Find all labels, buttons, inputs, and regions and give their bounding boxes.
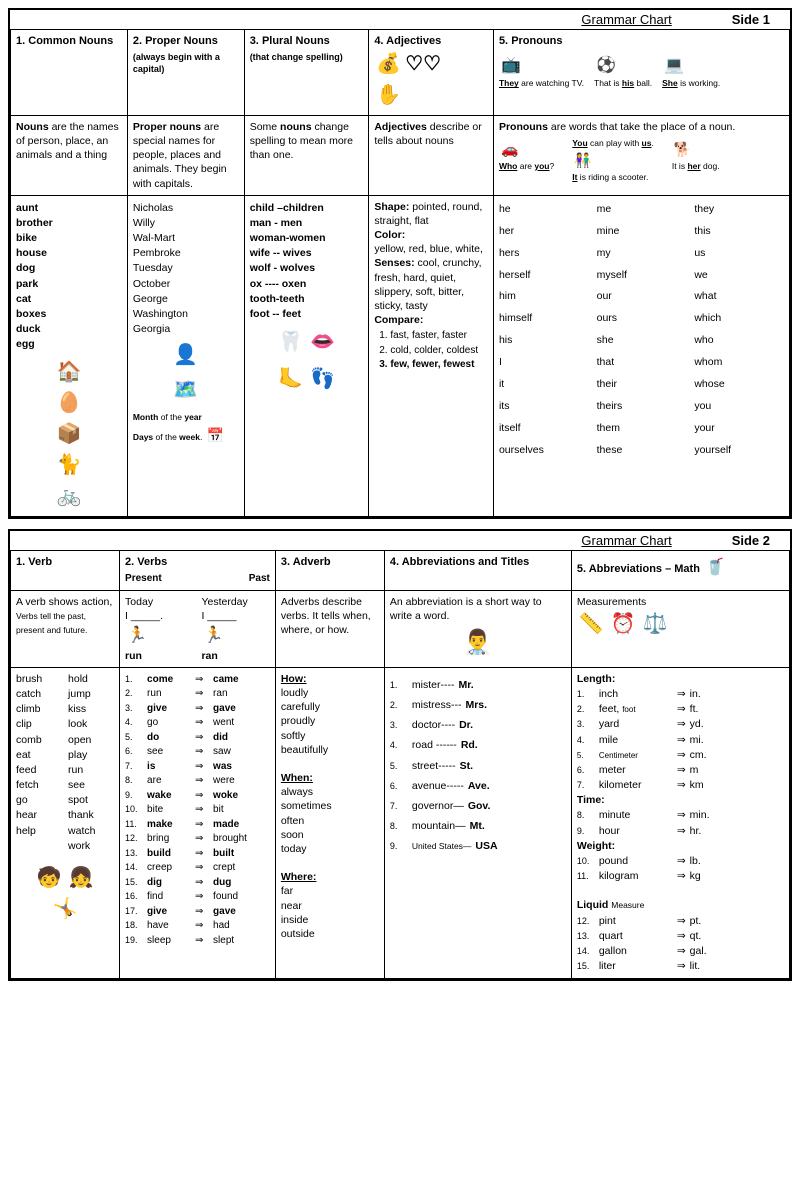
s2-col5-def: Measurements 📏 ⏰ ⚖️ bbox=[571, 590, 789, 667]
col3-content: child –childrenman - menwoman-womenwife … bbox=[244, 195, 369, 517]
col2-header: 2. Proper Nouns(always begin with a capi… bbox=[127, 30, 244, 116]
s2-col3-header: 3. Adverb bbox=[275, 551, 384, 590]
tv-icon: 📺 bbox=[501, 55, 521, 77]
bike-icon: 🚲 bbox=[56, 483, 81, 510]
kid2-icon: 👧 bbox=[68, 865, 93, 892]
ran-icon: 🏃 bbox=[203, 625, 223, 647]
s2-col4-content: 1.mister----Mr.2.mistress---Mrs.3.doctor… bbox=[384, 667, 571, 978]
s2-col2-content: 1.come⇒came2.run⇒ran3.give⇒gave4.go⇒went… bbox=[120, 667, 276, 978]
kid1-icon: 🧒 bbox=[37, 865, 62, 892]
s2-col3-def: Adverbs describe verbs. It tells when, w… bbox=[275, 590, 384, 667]
tooth-icon: 🦷 bbox=[278, 329, 303, 356]
money-icon: 💰 bbox=[376, 51, 401, 78]
s2-col5-content: Length:1.inch⇒ in.2.feet, foot⇒ ft.3.yar… bbox=[571, 667, 789, 978]
grammar-chart-side2: Grammar Chart Side 2 1. Verb 2. Verbs Pr… bbox=[8, 529, 792, 981]
portrait-icon: 👤 bbox=[173, 342, 198, 369]
col3-header: 3. Plural Nouns(that change spelling) bbox=[244, 30, 369, 116]
desk-icon: 💻 bbox=[664, 55, 684, 77]
state-icon: 🗺️ bbox=[173, 377, 198, 404]
house-icon: 🏠 bbox=[56, 359, 81, 386]
col4-header: 4. Adjectives 💰♡♡ ✋ bbox=[369, 30, 494, 116]
ball-icon: ⚽ bbox=[596, 55, 616, 77]
box-icon: 📦 bbox=[56, 421, 81, 448]
compare-item: fast, faster, faster bbox=[390, 329, 488, 343]
s2-col4-def: An abbreviation is a short way to write … bbox=[384, 590, 571, 667]
dog-icon: 🐕 bbox=[674, 140, 691, 159]
s2-col1-content: brushholdcatchjumpclimbkisscliplookcombo… bbox=[11, 667, 120, 978]
col4-content: Shape: pointed, round, straight, flat Co… bbox=[369, 195, 494, 517]
compare-item: few, fewer, fewest bbox=[390, 358, 488, 372]
s2-col3-content: How:loudlycarefullyproudlysoftlybeautifu… bbox=[275, 667, 384, 978]
hand-icon: ✋ bbox=[376, 82, 401, 109]
col1-def: Nouns are the names of person, place, an… bbox=[11, 115, 128, 195]
col2-def: Proper nouns are special names for peopl… bbox=[127, 115, 244, 195]
scale-icon: ⚖️ bbox=[643, 611, 668, 638]
s2-col1-def: A verb shows action, Verbs tell the past… bbox=[11, 590, 120, 667]
chart2-table: 1. Verb 2. Verbs PresentPast 3. Adverb 4… bbox=[10, 550, 790, 979]
col5-content: hemetheyherminethishersmyusherselfmyself… bbox=[493, 195, 789, 517]
teeth-icon: 👄 bbox=[310, 329, 335, 356]
grammar-chart-side1: Grammar Chart Side 1 1. Common Nouns 2. … bbox=[8, 8, 792, 519]
chart2-header: Grammar Chart Side 2 bbox=[10, 531, 790, 550]
s2-col1-header: 1. Verb bbox=[11, 551, 120, 590]
toys-icon: 🚗 bbox=[501, 140, 518, 159]
chart2-side: Side 2 bbox=[732, 533, 770, 548]
hearts-icon: ♡♡ bbox=[405, 51, 441, 78]
clock-icon: ⏰ bbox=[611, 611, 636, 638]
ruler-icon: 📏 bbox=[579, 611, 604, 638]
kid3-icon: 🤸 bbox=[53, 896, 78, 923]
s2-col5-header: 5. Abbreviations – Math 🥤 bbox=[571, 551, 789, 590]
chart1-table: 1. Common Nouns 2. Proper Nouns(always b… bbox=[10, 29, 790, 517]
kids-icon: 👫 bbox=[574, 151, 591, 170]
cup-icon: 🥤 bbox=[705, 557, 725, 579]
run-icon: 🏃 bbox=[127, 625, 147, 647]
chart2-title: Grammar Chart bbox=[581, 533, 671, 548]
chart1-title: Grammar Chart bbox=[581, 12, 671, 27]
egg-icon: 🥚 bbox=[56, 390, 81, 417]
foot-icon: 🦶 bbox=[278, 366, 303, 393]
cat-icon: 🐈 bbox=[56, 452, 81, 479]
col1-content: auntbrotherbikehousedogparkcatboxesducke… bbox=[11, 195, 128, 517]
col4-def: Adjectives describe or tells about nouns bbox=[369, 115, 494, 195]
s2-col2-def: TodayI _____.🏃run YesterdayI _____🏃ran bbox=[120, 590, 276, 667]
feet-icon: 👣 bbox=[310, 366, 335, 393]
doctor-icon: 👨‍⚕️ bbox=[392, 627, 564, 659]
col2-content: NicholasWillyWal-MartPembrokeTuesdayOcto… bbox=[127, 195, 244, 517]
s2-col2-header: 2. Verbs PresentPast bbox=[120, 551, 276, 590]
col5-header: 5. Pronouns 📺They are watching TV. ⚽That… bbox=[493, 30, 789, 116]
compare-item: cold, colder, coldest bbox=[390, 344, 488, 358]
calendar-icon: 📅 bbox=[207, 426, 224, 445]
col1-header: 1. Common Nouns bbox=[11, 30, 128, 116]
chart1-header: Grammar Chart Side 1 bbox=[10, 10, 790, 29]
chart1-side: Side 1 bbox=[732, 12, 770, 27]
col5-def: Pronouns are words that take the place o… bbox=[493, 115, 789, 195]
col3-def: Some nouns change spelling to mean more … bbox=[244, 115, 369, 195]
s2-col4-header: 4. Abbreviations and Titles bbox=[384, 551, 571, 590]
